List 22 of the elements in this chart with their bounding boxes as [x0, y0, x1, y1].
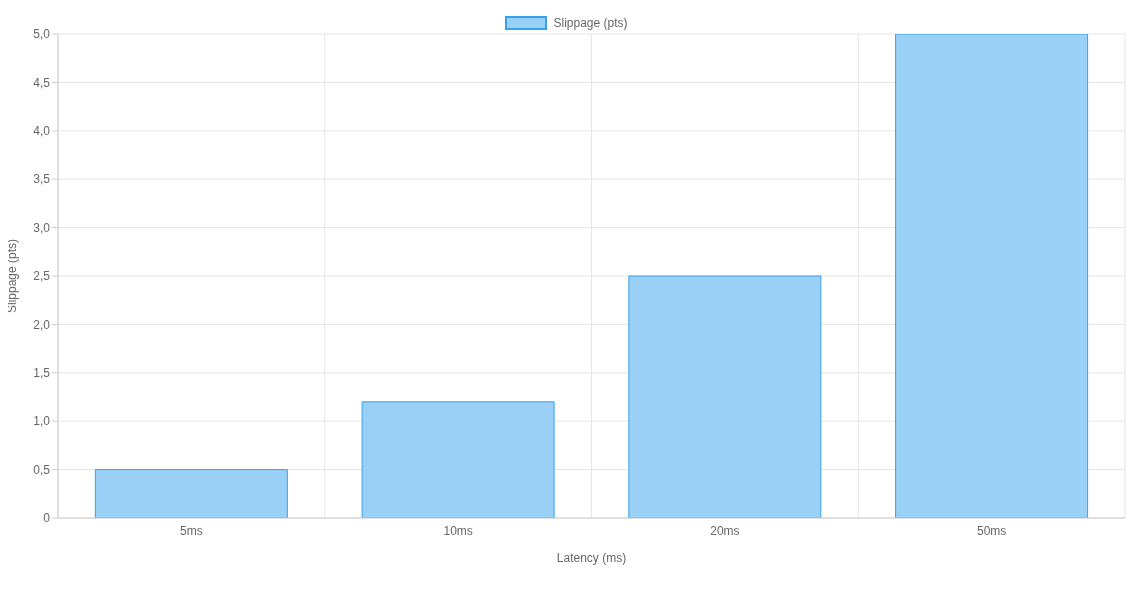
x-axis-title: Latency (ms) — [556, 551, 627, 565]
bar — [94, 469, 288, 518]
y-tick-label: 0 — [43, 511, 51, 526]
y-tick-label: 1,0 — [33, 414, 51, 429]
y-tick-label: 3,0 — [33, 220, 51, 235]
y-tick-label: 1,5 — [33, 366, 51, 381]
bar — [628, 275, 822, 518]
y-tick-label: 0,5 — [33, 462, 51, 477]
x-tick-label: 10ms — [443, 523, 473, 538]
legend-label: Slippage (pts) — [552, 16, 628, 30]
y-tick-label: 4,5 — [33, 75, 51, 90]
x-tick-label: 5ms — [180, 523, 203, 538]
y-tick-label: 5,0 — [33, 27, 51, 42]
x-tick-label: 50ms — [976, 523, 1007, 538]
y-axis-title: Slippage (pts) — [5, 238, 20, 314]
bar — [361, 401, 555, 518]
y-tick-label: 3,5 — [33, 172, 51, 187]
bar — [895, 34, 1089, 518]
y-tick-label: 4,0 — [33, 124, 51, 139]
y-tick-label: 2,5 — [33, 269, 51, 284]
y-tick-label: 2,0 — [33, 317, 51, 332]
x-tick-label: 20ms — [710, 523, 740, 538]
